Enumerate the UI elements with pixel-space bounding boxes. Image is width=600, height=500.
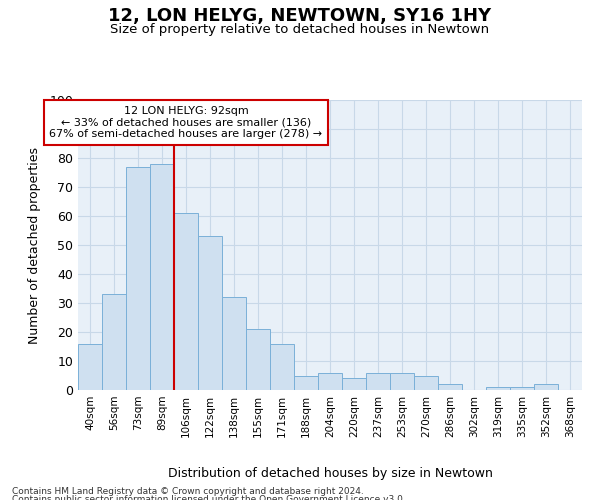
Text: Contains HM Land Registry data © Crown copyright and database right 2024.: Contains HM Land Registry data © Crown c… xyxy=(12,488,364,496)
Bar xyxy=(174,213,198,390)
Bar xyxy=(390,372,414,390)
Bar xyxy=(198,236,222,390)
Text: 12 LON HELYG: 92sqm
← 33% of detached houses are smaller (136)
67% of semi-detac: 12 LON HELYG: 92sqm ← 33% of detached ho… xyxy=(49,106,323,139)
Bar xyxy=(102,294,126,390)
Bar xyxy=(222,297,246,390)
Bar xyxy=(150,164,174,390)
Text: Contains public sector information licensed under the Open Government Licence v3: Contains public sector information licen… xyxy=(12,495,406,500)
Text: 12, LON HELYG, NEWTOWN, SY16 1HY: 12, LON HELYG, NEWTOWN, SY16 1HY xyxy=(109,8,491,26)
Bar xyxy=(486,387,510,390)
Bar xyxy=(246,329,270,390)
Bar xyxy=(510,387,534,390)
Text: Size of property relative to detached houses in Newtown: Size of property relative to detached ho… xyxy=(110,22,490,36)
Text: Distribution of detached houses by size in Newtown: Distribution of detached houses by size … xyxy=(167,467,493,480)
Bar xyxy=(318,372,342,390)
Bar xyxy=(270,344,294,390)
Bar xyxy=(534,384,558,390)
Bar xyxy=(342,378,366,390)
Bar xyxy=(126,166,150,390)
Bar xyxy=(78,344,102,390)
Y-axis label: Number of detached properties: Number of detached properties xyxy=(28,146,41,344)
Bar xyxy=(438,384,462,390)
Bar xyxy=(294,376,318,390)
Bar xyxy=(414,376,438,390)
Bar xyxy=(366,372,390,390)
